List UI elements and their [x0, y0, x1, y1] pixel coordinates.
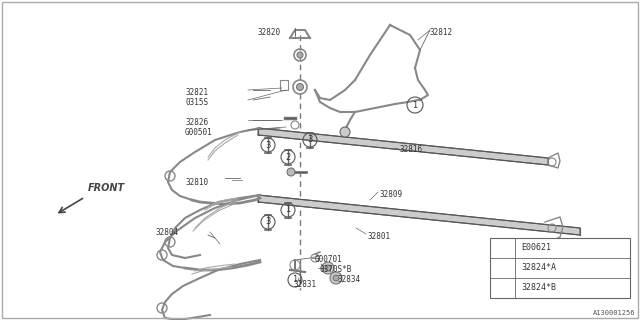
Polygon shape — [258, 195, 580, 235]
Text: 0370S*B: 0370S*B — [320, 265, 353, 274]
Text: 1: 1 — [499, 244, 504, 252]
Circle shape — [287, 168, 295, 176]
Text: 3: 3 — [307, 135, 313, 145]
Circle shape — [330, 272, 342, 284]
Text: 32824*B: 32824*B — [521, 284, 556, 292]
Text: 2: 2 — [499, 263, 504, 273]
Text: 32810: 32810 — [185, 178, 208, 187]
Text: G00701: G00701 — [315, 255, 343, 264]
Text: 1: 1 — [285, 205, 291, 214]
Text: G00501: G00501 — [185, 128, 212, 137]
Text: FRONT: FRONT — [88, 183, 125, 193]
FancyBboxPatch shape — [490, 238, 630, 298]
Text: 32812: 32812 — [430, 28, 453, 37]
Text: 32831: 32831 — [293, 280, 316, 289]
Circle shape — [325, 265, 331, 271]
Text: 3: 3 — [499, 284, 505, 292]
Text: E00621: E00621 — [521, 244, 551, 252]
Text: 1: 1 — [292, 276, 298, 284]
Text: 32826: 32826 — [185, 118, 208, 127]
Text: A130001256: A130001256 — [593, 310, 635, 316]
Circle shape — [322, 262, 334, 274]
Text: 3: 3 — [266, 218, 271, 227]
Text: 0315S: 0315S — [185, 98, 208, 107]
Text: 32809: 32809 — [380, 190, 403, 199]
Text: 1: 1 — [412, 100, 418, 109]
Text: 32804: 32804 — [155, 228, 178, 237]
Circle shape — [333, 275, 339, 281]
Text: 32801: 32801 — [368, 232, 391, 241]
Text: 32820: 32820 — [258, 28, 281, 37]
Circle shape — [340, 127, 350, 137]
Circle shape — [297, 52, 303, 58]
Text: 32816: 32816 — [400, 145, 423, 154]
Polygon shape — [258, 128, 548, 165]
Text: 32821: 32821 — [185, 88, 208, 97]
Text: 32824*A: 32824*A — [521, 263, 556, 273]
Text: 32834: 32834 — [338, 275, 361, 284]
Text: 2: 2 — [285, 153, 291, 162]
Circle shape — [296, 84, 303, 91]
Text: 3: 3 — [266, 140, 271, 149]
